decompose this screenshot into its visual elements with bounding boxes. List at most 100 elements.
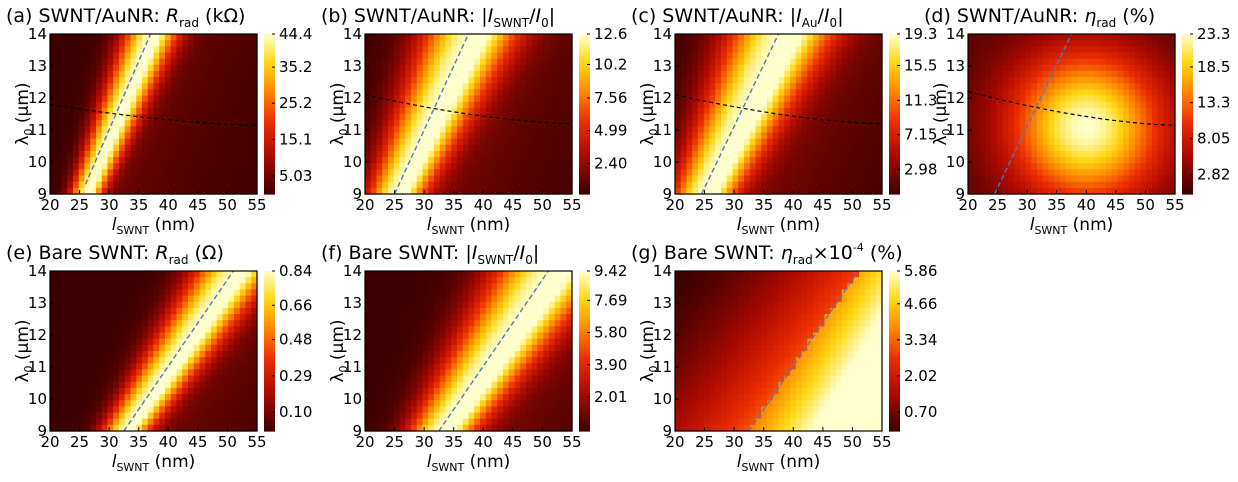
heatmap-cell [222,101,229,109]
heatmap-cell [830,126,837,134]
heatmap-cell [784,89,791,97]
heatmap-cell [170,357,178,364]
heatmap-cell [193,77,201,84]
heatmap-cell [1042,34,1050,41]
heatmap-cell [228,95,235,103]
heatmap-cell [1140,34,1147,41]
heatmap-cell [222,70,229,78]
heatmap-cell [784,64,791,72]
heatmap-cell [1123,144,1130,152]
heatmap-cell [73,132,80,140]
heatmap-cell [537,157,544,164]
heatmap-cell [119,289,126,297]
heatmap-cell [159,163,166,170]
colorbar-step [1182,178,1193,182]
heatmap-cell [251,187,258,195]
heatmap-cell [784,120,791,127]
heatmap-cell [985,157,992,164]
heatmap-cell [124,338,132,346]
heatmap-cell [531,187,539,195]
heatmap-cell [1129,181,1136,189]
heatmap-cell [1031,169,1038,177]
heatmap-cell [399,169,406,177]
heatmap-cell [170,381,178,389]
heatmap-cell [416,169,424,177]
heatmap-cell [847,46,854,54]
heatmap-cell [434,163,441,170]
heatmap-cell [67,320,74,327]
heatmap-cell [124,138,132,146]
heatmap-cell [738,83,745,90]
heatmap-cell [101,46,109,54]
heatmap-cell [96,114,103,121]
heatmap-cell [216,412,224,420]
heatmap-cell [1037,107,1044,115]
heatmap-cell [193,338,201,346]
heatmap-cell [554,114,562,121]
heatmap-cell [90,95,97,103]
heatmap-cell [159,107,166,115]
heatmap-cell [772,114,780,121]
heatmap-cell [428,70,435,78]
heatmap-cell [853,138,860,146]
heatmap-cell [142,295,149,303]
heatmap-cell [790,89,797,97]
heatmap-cell [1014,58,1021,66]
heatmap-cell [422,126,429,134]
heatmap-cell [119,283,126,291]
heatmap-cell [405,95,412,103]
heatmap-cell [382,132,389,140]
heatmap-cell [84,163,91,170]
heatmap-cell [721,70,728,78]
heatmap-cell [692,187,699,195]
heatmap-cell [193,132,201,140]
heatmap-cell [205,163,212,170]
heatmap-cell [1071,107,1078,115]
heatmap-cell [491,157,498,164]
heatmap-cell [1031,114,1038,121]
resonance-line-black [365,94,572,125]
heatmap-cell [147,295,155,303]
heatmap-cell [159,187,166,195]
heatmap-cell [991,46,998,54]
heatmap-cell [136,344,143,352]
heatmap-cell [136,424,143,432]
heatmap-cell [222,381,229,389]
heatmap-cell [107,277,114,284]
heatmap-cell [228,169,235,177]
heatmap-cell [199,83,206,90]
heatmap-cell [147,412,155,420]
heatmap-cell [55,89,63,97]
heatmap-cell [1146,40,1153,47]
heatmap-cell [709,52,716,60]
heatmap-cell [147,381,155,389]
heatmap-cell [807,64,814,72]
heatmap-cell [514,114,521,121]
heatmap-cell [755,34,762,41]
colorbar-step [579,50,590,54]
heatmap-cell [445,181,452,189]
heatmap-cell [485,58,493,66]
heatmap-cell [153,157,160,164]
heatmap-cell [228,150,235,158]
heatmap-cell [1100,95,1107,103]
heatmap-cell [228,307,235,315]
heatmap-cell [1031,101,1038,109]
heatmap-cell [543,70,550,78]
heatmap-cell [50,412,57,420]
heatmap-cell [514,52,521,60]
heatmap-cell [142,120,149,127]
heatmap-cell [205,150,212,158]
heatmap-cell [405,144,412,152]
heatmap-cell [1117,46,1124,54]
heatmap-cell [61,351,68,358]
heatmap-cell [703,89,711,97]
heatmap-cell [836,157,843,164]
heatmap-cell [813,89,820,97]
heatmap-cell [1106,175,1113,183]
heatmap-cell [1169,34,1176,41]
heatmap-cell [176,120,183,127]
heatmap-cell [468,58,475,66]
heatmap-cell [61,132,68,140]
heatmap-cell [205,412,212,420]
